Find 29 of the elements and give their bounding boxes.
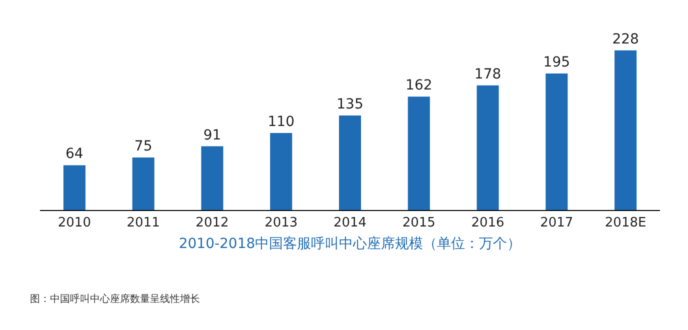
bar	[338, 116, 362, 210]
x-tick-label: 2015	[402, 216, 436, 231]
text: 图：中国呼叫中心座席数量呈线性增长	[30, 293, 200, 305]
bar	[476, 85, 499, 210]
data-label: 110	[268, 114, 294, 130]
x-tick-label: 2013	[264, 216, 298, 231]
x-tick-label: 2017	[540, 216, 574, 231]
x-tick-label: 2016	[471, 216, 504, 231]
data-label: 195	[543, 54, 570, 70]
x-tick-label: 2012	[196, 216, 229, 231]
data-label: 64	[65, 146, 84, 162]
bar	[63, 165, 86, 210]
bar	[614, 50, 637, 210]
data-label: 75	[134, 138, 152, 154]
x-tick-label: 2014	[333, 216, 367, 231]
bar	[201, 146, 224, 210]
data-label: 178	[474, 66, 502, 82]
data-label: 162	[406, 78, 432, 94]
bar	[270, 133, 292, 210]
data-label: 228	[612, 31, 639, 48]
x-axis-title: 2010-2018中国客服呼叫中心座席规模（单位：万个）	[178, 236, 522, 252]
data-label: 135	[336, 96, 364, 112]
bar	[408, 96, 430, 210]
x-tick-label: 2018E	[604, 216, 646, 231]
x-tick-label: 2011	[126, 216, 160, 231]
bar	[132, 158, 154, 210]
x-tick-label: 2010	[58, 216, 91, 231]
bar	[546, 74, 568, 210]
data-label: 91	[203, 127, 222, 144]
